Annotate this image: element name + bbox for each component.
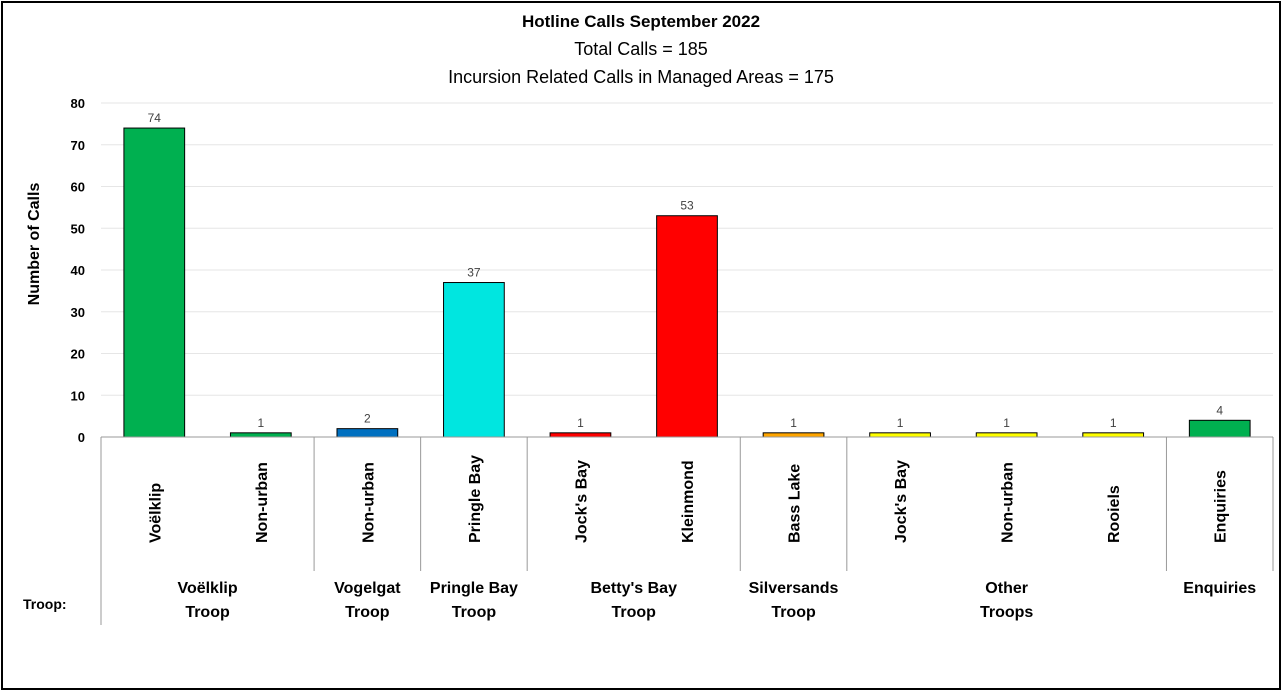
group-label: Other Troops (980, 580, 1033, 621)
y-tick-label: 80 (71, 96, 85, 111)
y-axis-label: Number of Calls (26, 183, 43, 306)
group-label-line: Troop (612, 604, 657, 621)
category-label: Jock's Bay (573, 460, 590, 543)
category-labels: Voëlklip Non-urban Non-urban Pringle Bay Joc… (147, 455, 1229, 543)
category-label: Non-urban (254, 462, 271, 543)
group-label-line: Pringle Bay (430, 580, 518, 597)
group-label: Betty's Bay Troop (590, 580, 677, 621)
bar (1188, 419, 1251, 438)
data-label: 1 (897, 416, 904, 430)
bar (762, 432, 825, 438)
y-tick-label: 40 (71, 263, 85, 278)
data-label: 2 (364, 412, 371, 426)
group-label-line: Silversands (749, 580, 839, 597)
group-label-line: Voëlklip (177, 580, 237, 597)
bar (336, 428, 399, 438)
bar (975, 432, 1038, 438)
y-tick-label: 70 (71, 138, 85, 153)
bar (549, 432, 612, 438)
y-tick-label: 60 (71, 180, 85, 195)
chart-subtitle-incursion: Incursion Related Calls in Managed Areas… (448, 67, 834, 87)
category-label: Non-urban (360, 462, 377, 543)
bar (443, 282, 505, 438)
data-label: 53 (680, 199, 694, 213)
category-label: Rooiels (1106, 485, 1123, 543)
data-label: 37 (467, 266, 481, 280)
category-label: Enquiries (1213, 470, 1230, 543)
chart-subtitle-total: Total Calls = 185 (574, 39, 708, 59)
group-label-line: Betty's Bay (590, 580, 677, 597)
group-label-line: Troops (980, 604, 1033, 621)
data-label: 1 (790, 416, 797, 430)
group-label-line: Other (985, 580, 1028, 597)
bar (123, 127, 186, 438)
y-tick-label: 50 (71, 221, 85, 236)
category-label: Pringle Bay (467, 455, 484, 543)
group-label: Voëlklip Troop (177, 580, 237, 621)
data-label: 1 (577, 416, 584, 430)
group-labels: Voëlklip Troop Vogelgat Troop Pringle Bay Tro… (177, 580, 1256, 621)
y-tick-label: 20 (71, 347, 85, 362)
y-axis-ticks: 0 10 20 30 40 50 60 70 80 (71, 96, 85, 445)
category-label: Kleinmond (680, 460, 697, 543)
bars (123, 127, 1251, 438)
group-label: Pringle Bay Troop (430, 580, 518, 621)
group-label-line: Troop (185, 604, 230, 621)
data-label: 1 (1003, 416, 1010, 430)
y-tick-label: 10 (71, 388, 85, 403)
category-label: Non-urban (1000, 462, 1017, 543)
data-label: 1 (1110, 416, 1117, 430)
category-label: Voëlklip (147, 483, 164, 543)
group-label-line: Enquiries (1183, 580, 1256, 597)
category-label: Jock's Bay (893, 460, 910, 543)
group-label: Silversands Troop (749, 580, 839, 621)
bar (1082, 432, 1145, 438)
bar (869, 432, 931, 438)
group-label-line: Troop (452, 604, 497, 621)
group-label-line: Troop (345, 604, 390, 621)
data-label: 74 (148, 111, 162, 125)
data-label: 1 (257, 416, 264, 430)
bar (229, 432, 292, 438)
bar-chart: Hotline Calls September 2022 Total Calls… (23, 12, 1274, 625)
group-label: Enquiries (1183, 580, 1256, 597)
x-axis (100, 436, 1274, 625)
y-tick-label: 30 (71, 305, 85, 320)
troop-row-label: Troop: (23, 596, 67, 612)
bar (656, 215, 718, 438)
chart-title: Hotline Calls September 2022 (522, 12, 760, 31)
category-label: Bass Lake (787, 464, 804, 543)
group-label-line: Vogelgat (334, 580, 401, 597)
data-label: 4 (1216, 403, 1223, 417)
y-tick-label: 0 (78, 430, 85, 445)
group-label-line: Troop (771, 604, 816, 621)
data-labels: 74 1 2 37 1 53 1 1 1 1 4 (148, 111, 1224, 430)
group-label: Vogelgat Troop (334, 580, 401, 621)
